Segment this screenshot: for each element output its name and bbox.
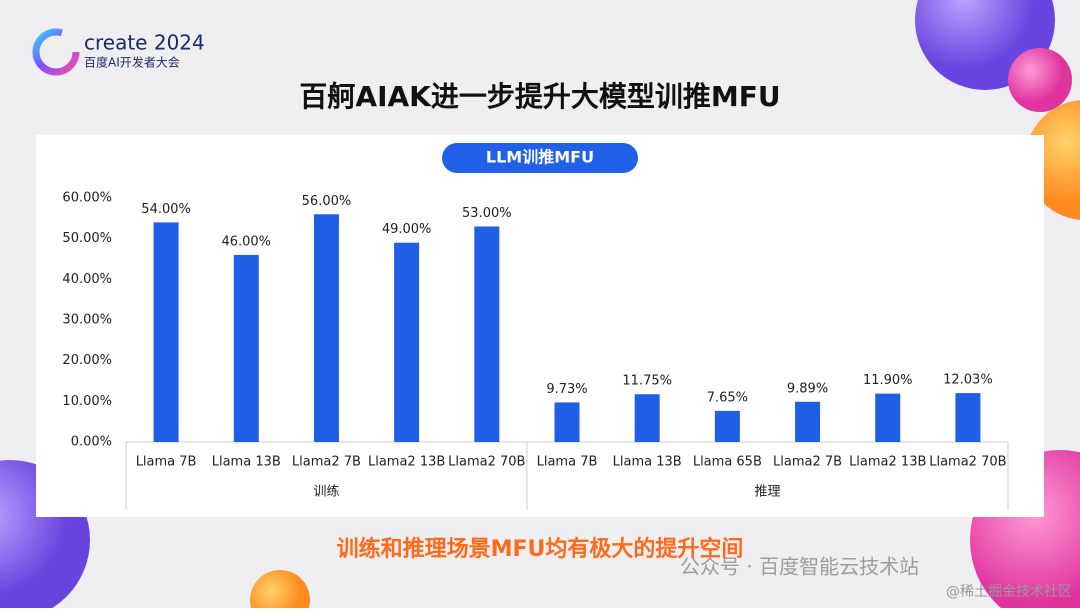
- chart-title: LLM训推MFU: [486, 148, 594, 167]
- bar: [474, 226, 500, 442]
- value-label: 12.03%: [943, 373, 993, 388]
- slide-title: 百舸AIAK进一步提升大模型训推MFU: [299, 80, 780, 113]
- value-label: 49.00%: [382, 222, 432, 237]
- logo: create 2024: [84, 31, 205, 55]
- value-label: 54.00%: [141, 202, 191, 217]
- y-tick-label: 0.00%: [71, 435, 112, 450]
- bar: [153, 222, 179, 442]
- x-tick-label: Llama 65B: [693, 455, 762, 470]
- y-tick-label: 60.00%: [62, 191, 112, 206]
- watermark: 公众号 · 百度智能云技术站: [680, 555, 919, 579]
- x-tick-label: Llama2 7B: [773, 455, 842, 470]
- bar: [554, 402, 580, 442]
- decoration: [1008, 48, 1072, 112]
- x-tick-label: Llama2 13B: [849, 455, 926, 470]
- value-label: 7.65%: [707, 390, 748, 405]
- value-label: 9.89%: [787, 381, 828, 396]
- y-tick-label: 50.00%: [62, 231, 112, 246]
- logo-subtitle: 百度AI开发者大会: [84, 55, 180, 70]
- y-tick-label: 10.00%: [62, 394, 112, 409]
- bar: [394, 242, 420, 442]
- group-label: 推理: [754, 485, 780, 500]
- x-tick-label: Llama 13B: [212, 455, 281, 470]
- x-tick-label: Llama 7B: [537, 455, 598, 470]
- x-tick-label: Llama 13B: [613, 455, 682, 470]
- x-tick-label: Llama2 13B: [368, 455, 445, 470]
- x-tick-label: Llama2 70B: [448, 455, 525, 470]
- y-tick-label: 20.00%: [62, 353, 112, 368]
- value-label: 46.00%: [221, 234, 271, 249]
- chart-title-pill: [442, 143, 638, 173]
- y-tick-label: 40.00%: [62, 272, 112, 287]
- bar: [875, 393, 901, 442]
- value-label: 53.00%: [462, 206, 512, 221]
- bar: [634, 394, 660, 442]
- value-label: 11.90%: [863, 373, 913, 388]
- bar: [313, 214, 339, 442]
- x-tick-label: Llama2 7B: [292, 455, 361, 470]
- value-label: 11.75%: [622, 374, 672, 389]
- bar: [233, 254, 259, 442]
- bar: [714, 410, 740, 442]
- x-tick-label: Llama 7B: [136, 455, 197, 470]
- group-label: 训练: [313, 485, 339, 500]
- credit: @稀土掘金技术社区: [946, 584, 1072, 600]
- bar: [955, 393, 981, 442]
- logo-mark: [32, 28, 80, 76]
- footer: 训练和推理场景MFU均有极大的提升空间: [337, 536, 744, 562]
- x-tick-label: Llama2 70B: [929, 455, 1006, 470]
- y-tick-label: 30.00%: [62, 313, 112, 328]
- decoration: [250, 570, 310, 612]
- chart-panel: [36, 135, 1044, 517]
- bar: [795, 401, 821, 442]
- value-label: 56.00%: [302, 194, 352, 209]
- value-label: 9.73%: [546, 382, 587, 397]
